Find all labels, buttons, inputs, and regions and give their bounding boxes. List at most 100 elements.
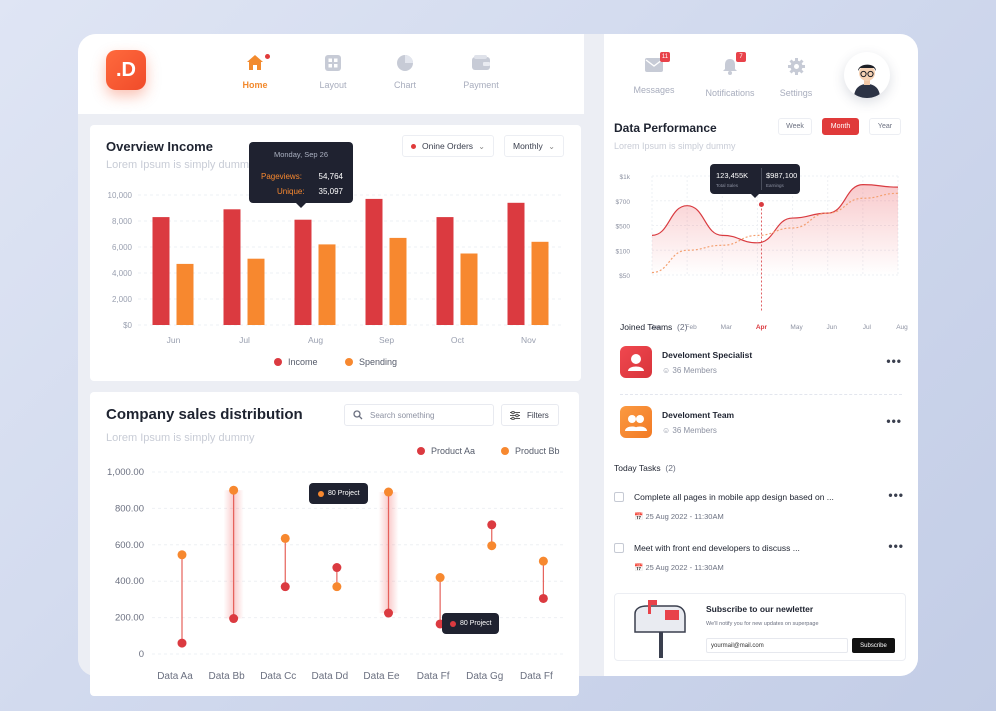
search-input[interactable]: Search something [344,404,494,426]
more-options-icon[interactable]: ••• [886,414,902,428]
bar-tooltip: Monday, Sep 26 Pageviews: 54,764 Unique:… [249,142,353,208]
product-aa-point [280,582,290,592]
tooltip-pageviews-value: 54,764 [318,172,343,181]
perf-tooltip-sales-label: Total Sales [716,183,739,188]
mailbox-icon [634,600,686,658]
y-tick-label: $500 [616,224,631,231]
perf-tooltip-arrow [751,194,759,198]
y-tick-label: 0 [139,649,144,660]
nav-chart[interactable]: Chart [370,52,440,90]
newsletter-email-input[interactable]: yourmail@mail.com [706,638,848,653]
overview-title: Overview Income [106,139,213,154]
x-tick-label: Data Ff [417,671,450,682]
y-tick-label: 600.00 [115,540,144,551]
product-aa-point [538,593,548,603]
seg-week[interactable]: Week [778,118,812,135]
x-tick-label: Data Cc [260,671,296,682]
y-tick-label: 2,000 [112,295,133,304]
x-tick-label: Data Gg [466,671,503,682]
notifications-button[interactable]: 7 Notifications [700,52,760,98]
home-icon [220,52,290,74]
team-members: ☺ 36 Members [662,426,717,435]
series-2-line [651,192,899,274]
team-row-specialist[interactable]: Develoment Specialist ☺ 36 Members ••• [620,346,902,390]
search-icon [353,410,363,420]
nav-layout-label: Layout [319,80,347,90]
perf-tooltip-earnings: $987,100 [766,171,798,180]
legend-income: Income [274,357,318,367]
nav-payment[interactable]: Payment [446,52,516,90]
messages-badge: 11 [660,52,670,62]
user-avatar[interactable] [844,52,890,98]
tooltip-arrow [296,203,306,208]
y-tick-label: 200.00 [115,613,144,624]
y-tick-label: 10,000 [108,191,133,200]
sales-dot-chart: 0 200.00 400.00 600.00 800.00 1,000.00 Data Aa… [107,467,565,682]
team-name: Develoment Specialist [662,350,753,360]
legend-product-bb: Product Bb [501,446,560,456]
team-group-icon [620,406,652,438]
income-bar [436,217,454,325]
x-tick-label: Nov [521,335,537,345]
subscribe-button[interactable]: Subscribe [852,638,895,653]
overview-subtitle: Lorem Ipsum is simply dummy [106,159,255,171]
nav-home-label: Home [242,80,268,90]
notifications-label: Notifications [705,88,755,98]
task-checkbox[interactable] [614,543,624,553]
settings-button[interactable]: Settings [766,58,826,98]
chevron-down-icon: ⌄ [478,141,485,151]
task-checkbox[interactable] [614,492,624,502]
task-text: Meet with front end developers to discus… [634,543,800,553]
right-panel: 11 Messages 7 Notifications Settings Dat… [604,34,918,676]
task-row[interactable]: Complete all pages in mobile app design … [614,488,904,530]
notifications-badge: 7 [736,52,746,62]
series-1-area [652,184,898,275]
more-options-icon[interactable]: ••• [888,539,904,553]
settings-label: Settings [779,88,813,98]
seg-year[interactable]: Year [869,118,901,135]
overview-income-card: Overview Income Lorem Ipsum is simply du… [90,125,581,381]
app-logo[interactable]: .D [106,50,146,90]
product-aa-point [332,563,342,573]
task-row[interactable]: Meet with front end developers to discus… [614,539,904,581]
today-tasks-header: Today Tasks (2) [614,463,676,473]
income-bar [365,198,383,325]
messages-button[interactable]: 11 Messages [624,52,684,95]
nav-home[interactable]: Home [220,52,290,90]
nav-home-dot [265,54,270,59]
income-bar [507,202,525,325]
pie-chart-icon [370,52,440,74]
nav-layout[interactable]: Layout [298,52,368,90]
orders-dropdown[interactable]: Onine Orders ⌄ [402,135,494,157]
gear-icon [787,58,805,75]
x-tick-label: Mar [721,324,733,331]
y-tick-label: $100 [616,248,631,255]
filters-button[interactable]: Filters [501,404,559,426]
y-tick-label: $1k [620,174,631,181]
filter-icon [510,410,520,420]
team-row-development[interactable]: Develoment Team ☺ 36 Members ••• [620,406,902,450]
team-user-icon [620,346,652,378]
y-tick-label: 8,000 [112,217,133,226]
more-options-icon[interactable]: ••• [886,354,902,368]
product-bb-point [332,582,342,592]
seg-month[interactable]: Month [822,118,859,135]
x-tick-label: May [790,324,803,331]
task-date: 📅 25 Aug 2022 - 11:30AM [634,563,724,572]
sales-title: Company sales distribution [106,406,303,423]
newsletter-desc: We'll notify you for new updates on supe… [706,621,819,627]
x-tick-label: Jul [239,335,250,345]
product-bb-point [487,541,497,551]
x-tick-label: Aug [896,324,908,331]
x-tick-label: Data Dd [312,671,349,682]
perf-subtitle: Lorem Ipsum is simply dummy [614,141,736,151]
period-dropdown[interactable]: Monthly ⌄ [504,135,564,157]
team-name: Develoment Team [662,410,735,420]
more-options-icon[interactable]: ••• [888,488,904,502]
y-tick-label: $0 [123,321,132,330]
mail-icon [645,58,663,72]
filters-label: Filters [527,410,549,420]
product-aa-point [229,614,239,624]
layout-icon [298,52,368,74]
income-bar [223,209,241,325]
